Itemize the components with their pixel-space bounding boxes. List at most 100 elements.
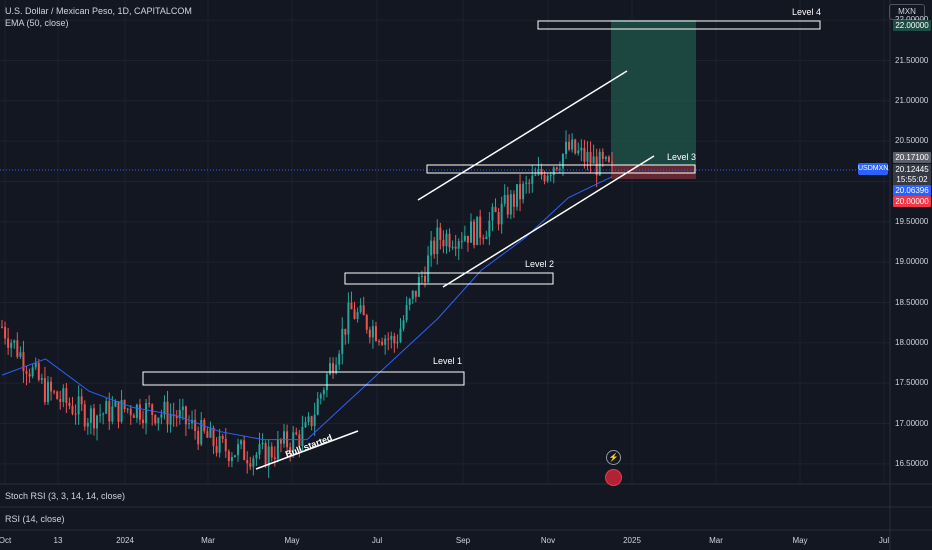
candle-body — [430, 240, 433, 256]
candle-body — [237, 444, 240, 456]
time-tick-label: Mar — [709, 536, 723, 545]
price-tick-label: 22.00000 — [895, 15, 928, 24]
candle-body — [558, 168, 561, 170]
candle-body — [427, 255, 430, 283]
symbol-title[interactable]: U.S. Dollar / Mexican Peso, 1D, CAPITALC… — [5, 6, 192, 16]
candle-body — [365, 315, 368, 330]
candle-body — [528, 182, 531, 184]
stoch-rsi-label[interactable]: Stoch RSI (3, 3, 14, 14, close) — [5, 491, 126, 501]
candle-body — [414, 290, 417, 297]
candle-body — [525, 182, 528, 184]
candle-body — [273, 457, 276, 460]
candle-body — [604, 156, 607, 159]
candle-body — [71, 405, 74, 414]
candle-body — [135, 404, 138, 418]
candle-body — [246, 460, 249, 464]
candle-body — [283, 431, 286, 444]
candle-body — [13, 340, 16, 343]
time-tick-label: May — [792, 536, 808, 545]
candle-body — [80, 396, 83, 405]
level1-box[interactable] — [142, 371, 465, 386]
candle-body — [457, 241, 460, 249]
candle-body — [120, 400, 123, 422]
candle-body — [200, 420, 203, 445]
candle-body — [310, 416, 313, 427]
ema-indicator-label[interactable]: EMA (50, close) — [5, 18, 69, 28]
level1-label: Level 1 — [433, 356, 463, 366]
price-tick-label: 16.50000 — [895, 458, 929, 468]
candle-body — [353, 309, 356, 319]
level3-box[interactable] — [426, 164, 696, 174]
level4-label: Level 4 — [792, 7, 822, 17]
candle-body — [350, 302, 353, 310]
candle-body — [454, 246, 457, 249]
currency-button[interactable]: MXN — [889, 4, 925, 20]
candle-body — [537, 168, 540, 175]
channel-upper-line[interactable] — [417, 70, 628, 201]
bull-trendline[interactable] — [255, 430, 359, 470]
candle-body — [114, 401, 117, 407]
candle-body — [344, 328, 347, 335]
candle-body — [83, 404, 86, 427]
candle-body — [117, 401, 120, 422]
candle-body — [105, 401, 108, 414]
time-tick-label: Oct — [0, 536, 12, 545]
grid — [0, 0, 890, 484]
candle-body — [574, 139, 577, 154]
grey-price-tag: 20.17100 — [893, 152, 931, 163]
candle-body — [469, 221, 472, 243]
candle-body — [607, 156, 610, 162]
time-tick-label: Mar — [201, 536, 215, 545]
rsi-label[interactable]: RSI (14, close) — [5, 514, 65, 524]
candle-body — [111, 406, 114, 422]
candle-body — [611, 161, 613, 163]
level4-box[interactable] — [537, 20, 821, 30]
level2-label: Level 2 — [525, 259, 555, 269]
candle-body — [16, 340, 19, 357]
target-price-tag: 22.00000 — [893, 20, 931, 31]
candle-body — [512, 194, 515, 207]
candle-body — [138, 404, 141, 420]
candle-body — [371, 326, 374, 338]
candle-body — [552, 167, 555, 176]
candle-body — [396, 341, 399, 344]
candle-body — [142, 419, 145, 424]
symbol-tag: USDMXN — [858, 163, 888, 175]
level2-box[interactable] — [344, 272, 554, 285]
candle-body — [387, 338, 390, 340]
countdown-tag: 15:55:02 — [893, 174, 931, 185]
candle-body — [31, 367, 34, 377]
candle-body — [417, 276, 420, 297]
candle-body — [160, 414, 163, 418]
candle-body — [218, 436, 221, 453]
candles — [1, 130, 613, 478]
candle-body — [252, 458, 255, 467]
candle-body — [230, 456, 233, 462]
candle-body — [184, 406, 187, 425]
price-tick-label: 21.50000 — [895, 55, 929, 65]
candle-body — [580, 147, 583, 151]
candle-body — [261, 443, 264, 445]
candle-body — [145, 403, 148, 424]
candle-body — [77, 396, 80, 415]
flash-icon[interactable]: ⚡ — [606, 450, 621, 465]
candle-body — [267, 446, 270, 467]
candle-body — [34, 362, 37, 368]
price-tick-label: 19.50000 — [895, 216, 929, 226]
candle-body — [463, 235, 466, 241]
time-tick-label: Sep — [455, 536, 471, 545]
us-flag-icon[interactable] — [605, 469, 622, 486]
candle-body — [595, 156, 598, 176]
channel-lower-line[interactable] — [442, 155, 655, 288]
ema-line — [1, 176, 613, 441]
candle-body — [129, 408, 132, 416]
candle-body — [108, 401, 111, 422]
price-tick-label: 19.00000 — [895, 257, 929, 267]
price-tick-label: 17.00000 — [895, 418, 929, 428]
candle-body — [92, 408, 95, 429]
candle-body — [341, 328, 344, 354]
candle-body — [59, 399, 62, 402]
candle-body — [571, 139, 574, 150]
candle-body — [175, 416, 178, 419]
